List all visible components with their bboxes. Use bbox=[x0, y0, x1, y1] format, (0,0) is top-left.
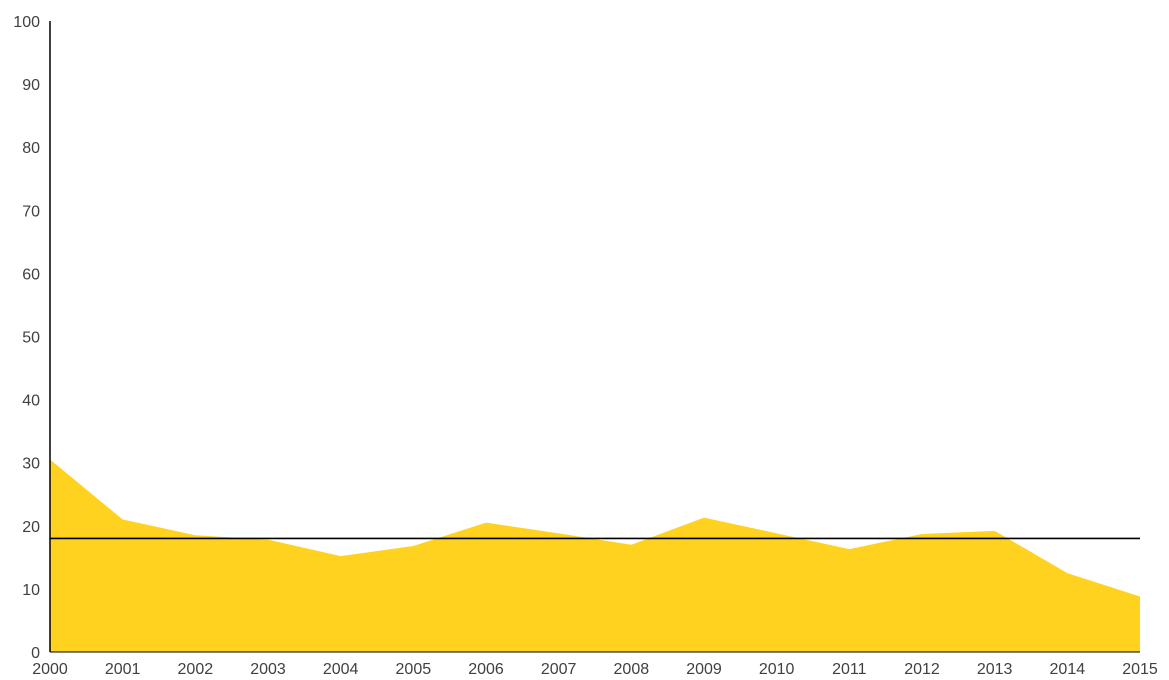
y-tick-label: 80 bbox=[22, 140, 40, 157]
x-tick-label: 2005 bbox=[396, 661, 432, 678]
area-series bbox=[50, 459, 1140, 652]
y-tick-label: 60 bbox=[22, 266, 40, 283]
x-tick-label: 2003 bbox=[250, 661, 286, 678]
x-tick-label: 2011 bbox=[832, 661, 867, 678]
y-tick-label: 0 bbox=[31, 645, 40, 662]
y-tick-label: 70 bbox=[22, 203, 40, 220]
y-tick-label: 30 bbox=[22, 456, 40, 473]
y-tick-label: 10 bbox=[22, 582, 40, 599]
area-layer bbox=[50, 459, 1140, 652]
x-tick-label: 2013 bbox=[977, 661, 1013, 678]
x-tick-label: 2015 bbox=[1122, 661, 1158, 678]
x-tick-label: 2001 bbox=[105, 661, 141, 678]
x-tick-label: 2002 bbox=[178, 661, 214, 678]
x-tick-label: 2004 bbox=[323, 661, 359, 678]
y-tick-label: 40 bbox=[22, 393, 40, 410]
x-tick-label: 2010 bbox=[759, 661, 795, 678]
x-tick-label: 2007 bbox=[541, 661, 577, 678]
x-tick-label: 2014 bbox=[1050, 661, 1086, 678]
y-tick-label: 100 bbox=[13, 14, 40, 31]
x-tick-label: 2009 bbox=[686, 661, 722, 678]
y-tick-label: 90 bbox=[22, 77, 40, 94]
x-tick-label: 2008 bbox=[614, 661, 650, 678]
axis-layer bbox=[49, 21, 1140, 653]
y-tick-label: 20 bbox=[22, 519, 40, 536]
x-tick-label: 2000 bbox=[32, 661, 68, 678]
y-tick-labels: 0 10 20 30 40 50 60 70 80 90 100 bbox=[13, 14, 40, 662]
x-tick-label: 2006 bbox=[468, 661, 504, 678]
x-tick-labels: 2000 2001 2002 2003 2004 2005 2006 2007 2008 2009… bbox=[32, 661, 1158, 678]
y-tick-label: 50 bbox=[22, 330, 40, 347]
x-tick-label: 2012 bbox=[904, 661, 940, 678]
